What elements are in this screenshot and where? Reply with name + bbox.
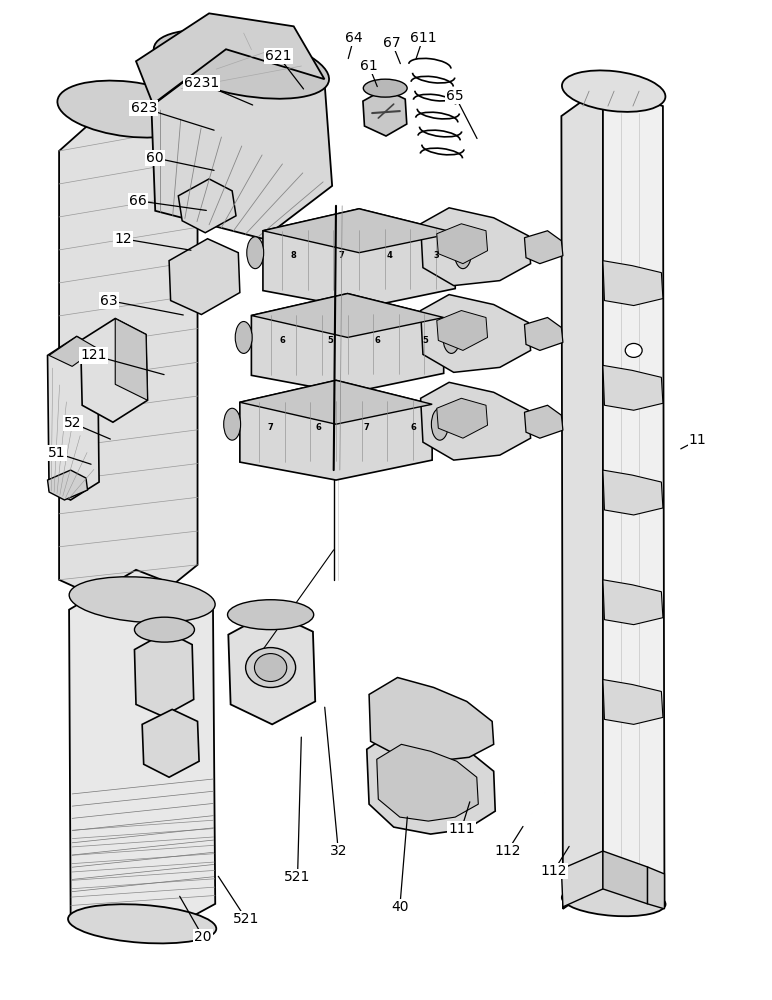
Ellipse shape: [562, 70, 665, 112]
Polygon shape: [437, 224, 488, 264]
Ellipse shape: [247, 237, 264, 269]
Text: 621: 621: [265, 49, 292, 63]
Text: 5: 5: [327, 336, 333, 345]
Polygon shape: [229, 612, 315, 724]
Text: 63: 63: [100, 294, 118, 308]
Text: 623: 623: [130, 101, 157, 115]
Polygon shape: [252, 294, 444, 393]
Text: 112: 112: [494, 844, 521, 858]
Polygon shape: [603, 851, 648, 904]
Text: 8: 8: [291, 251, 296, 260]
Polygon shape: [603, 261, 663, 306]
Polygon shape: [561, 851, 603, 907]
Polygon shape: [151, 51, 332, 239]
Polygon shape: [134, 632, 194, 716]
Text: 7: 7: [268, 423, 273, 432]
Ellipse shape: [245, 648, 296, 687]
Ellipse shape: [432, 408, 449, 440]
Text: 6: 6: [316, 423, 321, 432]
Polygon shape: [80, 319, 147, 422]
Text: 611: 611: [410, 31, 436, 45]
Ellipse shape: [134, 617, 195, 642]
Polygon shape: [437, 398, 488, 438]
Ellipse shape: [224, 408, 241, 440]
Ellipse shape: [455, 237, 472, 269]
Polygon shape: [69, 570, 215, 941]
Ellipse shape: [364, 79, 407, 97]
Polygon shape: [142, 709, 199, 777]
Polygon shape: [421, 382, 530, 460]
Text: 32: 32: [330, 844, 347, 858]
Ellipse shape: [69, 577, 215, 623]
Text: 64: 64: [345, 31, 363, 45]
Text: 12: 12: [114, 232, 132, 246]
Polygon shape: [240, 380, 432, 480]
Text: 111: 111: [448, 822, 475, 836]
Polygon shape: [603, 580, 663, 625]
Polygon shape: [603, 680, 663, 724]
Text: 5: 5: [422, 336, 428, 345]
Ellipse shape: [228, 600, 313, 630]
Polygon shape: [48, 336, 99, 500]
Polygon shape: [437, 311, 488, 350]
Ellipse shape: [625, 343, 642, 357]
Text: 112: 112: [540, 864, 567, 878]
Text: 4: 4: [386, 251, 392, 260]
Ellipse shape: [255, 654, 286, 681]
Text: 61: 61: [361, 59, 378, 73]
Polygon shape: [136, 13, 324, 104]
Polygon shape: [603, 470, 663, 515]
Polygon shape: [524, 231, 563, 264]
Text: 6: 6: [411, 423, 417, 432]
Polygon shape: [367, 731, 495, 834]
Polygon shape: [561, 86, 603, 909]
Polygon shape: [169, 239, 240, 315]
Polygon shape: [49, 336, 97, 366]
Polygon shape: [369, 678, 493, 761]
Ellipse shape: [235, 321, 252, 353]
Text: 7: 7: [338, 251, 344, 260]
Ellipse shape: [443, 321, 460, 353]
Polygon shape: [59, 96, 198, 615]
Text: 11: 11: [689, 433, 706, 447]
Polygon shape: [363, 89, 407, 136]
Ellipse shape: [57, 81, 199, 138]
Text: 60: 60: [147, 151, 164, 165]
Polygon shape: [603, 86, 665, 901]
Text: 6231: 6231: [184, 76, 219, 90]
Ellipse shape: [154, 30, 329, 99]
Polygon shape: [524, 405, 563, 438]
Text: 3: 3: [434, 251, 439, 260]
Polygon shape: [377, 744, 479, 821]
Text: 66: 66: [130, 194, 147, 208]
Polygon shape: [252, 294, 444, 337]
Polygon shape: [524, 318, 563, 350]
Text: 20: 20: [195, 930, 212, 944]
Text: 521: 521: [284, 870, 310, 884]
Ellipse shape: [68, 904, 216, 943]
Text: 521: 521: [233, 912, 259, 926]
Text: 121: 121: [80, 348, 107, 362]
Polygon shape: [263, 209, 455, 253]
Ellipse shape: [562, 886, 665, 916]
Text: 65: 65: [446, 89, 464, 103]
Text: 6: 6: [374, 336, 381, 345]
Text: 52: 52: [64, 416, 82, 430]
Text: 40: 40: [391, 900, 408, 914]
Text: 7: 7: [363, 423, 369, 432]
Polygon shape: [603, 365, 663, 410]
Text: 6: 6: [279, 336, 285, 345]
Polygon shape: [48, 470, 87, 500]
Text: 51: 51: [48, 446, 66, 460]
Polygon shape: [263, 209, 455, 309]
Text: 67: 67: [384, 36, 401, 50]
Polygon shape: [421, 295, 530, 372]
Polygon shape: [421, 208, 530, 286]
Polygon shape: [648, 867, 665, 909]
Polygon shape: [115, 319, 147, 400]
Polygon shape: [240, 380, 432, 424]
Polygon shape: [178, 179, 236, 233]
